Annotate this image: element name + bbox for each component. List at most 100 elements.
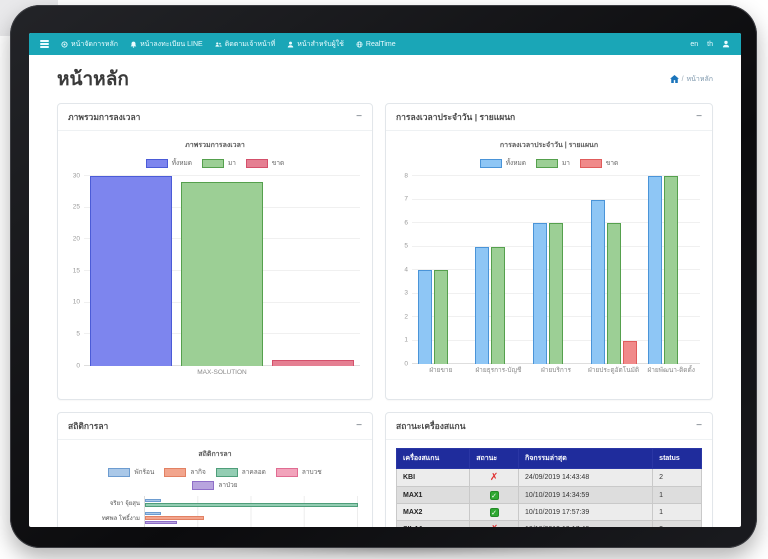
- legend-item: ทั้งหมด: [479, 158, 526, 168]
- bar-slot: [680, 176, 694, 364]
- bar-slot: [475, 176, 490, 364]
- table-body: KBI ✗ 24/09/2019 14:43:48 2 MAX1 ✓ 10/10/2019 …: [395, 468, 702, 527]
- scanner-name-cell: MAX1: [395, 486, 471, 504]
- row-bars: [145, 498, 358, 507]
- bar-มา: [433, 270, 448, 364]
- legend-label: ขาด: [605, 160, 619, 167]
- nav-item-label: RealTime: [365, 40, 396, 48]
- chart-title: ภาพรวมการลงเวลา: [185, 142, 245, 149]
- nav-item-label: หน้าสำหรับผู้ใช้: [297, 40, 344, 48]
- legend-label: มา: [561, 160, 570, 167]
- collapse-button[interactable]: −: [696, 111, 702, 122]
- y-axis-tick-label: 15: [72, 266, 80, 274]
- nav-item-user-page[interactable]: หน้าสำหรับผู้ใช้: [287, 39, 344, 50]
- legend-label: พักร้อน: [134, 469, 155, 476]
- bar-slot: [450, 176, 464, 364]
- scanner-status-cell: ✓: [469, 486, 519, 504]
- x-axis-label: ฝ่ายพัฒนา-ติดตั้ง: [647, 367, 695, 374]
- legend-item: มา: [201, 158, 236, 168]
- breadcrumb-separator: /: [681, 75, 684, 83]
- x-axis-labels: ฝ่ายขาย ฝ่ายธุรการ-บัญชี ฝ่ายบริการ ฝ่ายประ…: [412, 367, 700, 374]
- bar-slot: [89, 176, 173, 366]
- row-label: จริยา จุ้ยสุน: [109, 500, 140, 507]
- bar-slot: [507, 176, 521, 364]
- bar-slot: [271, 176, 355, 366]
- lang-th-button[interactable]: th: [707, 40, 713, 48]
- bar-ลาป่วย: [145, 520, 177, 524]
- y-axis-tick-label: 0: [404, 359, 408, 367]
- legend-item: ขาด: [579, 158, 619, 168]
- y-axis-tick-label: 3: [404, 289, 408, 297]
- legend-swatch: [275, 467, 298, 477]
- leave-statistics-chart: สถิติการลา พักร้อน ลากิจ ลาคลอด ลาบวช ลาป่วยจ…: [58, 449, 372, 527]
- table-row[interactable]: SILA1 ✗ 10/10/2019 19:17:402: [395, 520, 702, 527]
- row-bars: [145, 511, 358, 524]
- navbar-right: en th: [690, 40, 730, 48]
- table-row[interactable]: MAX1 ✓ 10/10/2019 14:34:59 1: [395, 486, 702, 504]
- home-icon[interactable]: [669, 75, 679, 83]
- lang-en-button[interactable]: en: [690, 40, 699, 48]
- y-axis-tick-label: 4: [404, 265, 408, 273]
- globe-icon: [356, 41, 363, 48]
- bar-ทั้งหมด: [590, 199, 605, 364]
- collapse-button[interactable]: −: [356, 420, 362, 431]
- nav-item-line-register[interactable]: หน้าลงทะเบียน LINE: [130, 39, 203, 50]
- bar-มา: [548, 223, 563, 364]
- bell-icon: [130, 41, 137, 48]
- scanner-status-cell: ✗: [469, 520, 519, 527]
- collapse-button[interactable]: −: [696, 420, 702, 431]
- chart-legend: ทั้งหมด มา ขาด: [84, 158, 346, 168]
- table-row[interactable]: KBI ✗ 24/09/2019 14:43:48 2: [395, 468, 702, 487]
- table-row[interactable]: MAX2 ✓ 10/10/2019 17:57:39 1: [395, 503, 702, 521]
- chart-plot-area: 0 1 2 3 4 5 6 7 8: [404, 172, 700, 366]
- legend-label: มา: [227, 160, 236, 167]
- legend-swatch: [108, 467, 131, 477]
- nav-item-label: ติดตามเจ้าหน้าที่: [224, 40, 276, 48]
- panel-header: ภาพรวมการลงเวลา −: [58, 104, 372, 131]
- chart-row: ทศพล โพธิ์งาม: [102, 509, 358, 527]
- legend-label: ทั้งหมด: [505, 160, 526, 167]
- nav-item-realtime[interactable]: RealTime: [356, 41, 396, 48]
- y-axis-tick-label: 0: [76, 361, 80, 369]
- column-header: กิจกรรมล่าสุด: [517, 448, 654, 469]
- panel-daily-by-department: การลงเวลาประจำวัน | รายแผนก − การลงเวลาป…: [385, 103, 713, 400]
- bar-ทั้งหมด: [417, 270, 432, 364]
- scanner-status-cell: ✗: [469, 468, 519, 487]
- breadcrumb-current[interactable]: หน้าหลัก: [686, 75, 713, 83]
- bar-group: [527, 176, 585, 364]
- profile-button[interactable]: [722, 40, 730, 48]
- legend-item: ลากิจ: [164, 467, 206, 477]
- collapse-button[interactable]: −: [356, 111, 362, 122]
- legend-swatch: [201, 158, 224, 168]
- hamburger-menu-icon[interactable]: [40, 40, 49, 48]
- bar-slot: [664, 176, 679, 364]
- legend-item: ลาบวช: [275, 467, 322, 477]
- y-axis-tick-label: 7: [404, 195, 408, 203]
- nav-item-label: หน้าจัดการหลัก: [71, 40, 119, 48]
- legend-swatch: [145, 158, 168, 168]
- legend-label: ลาป่วย: [218, 482, 238, 489]
- gridline: [412, 198, 700, 200]
- dashboard-icon: [61, 40, 68, 48]
- scanner-status-table: เครื่องสแกน สถานะ กิจกรรมล่าสุด status KBI ✗…: [395, 448, 702, 527]
- legend-label: ลากิจ: [190, 469, 206, 476]
- legend-item: ลาป่วย: [192, 480, 238, 490]
- bar-group: [642, 176, 700, 364]
- bar-มา: [664, 176, 679, 364]
- scanner-status-cell: ✓: [469, 503, 519, 521]
- chart-legend: ทั้งหมด มา ขาด: [412, 158, 686, 168]
- y-axis-tick-label: 8: [404, 171, 408, 179]
- bar-ขาด: [271, 359, 355, 366]
- bar-มา: [180, 182, 264, 366]
- scanner-name-cell: KBI: [395, 468, 471, 487]
- panel-scanner-status: สถานะเครื่องสแกน − เครื่องสแกน สถานะ กิจกร…: [385, 412, 713, 527]
- nav-item-track-staff[interactable]: ติดตามเจ้าหน้าที่: [215, 39, 276, 50]
- bar-slot: [590, 176, 605, 364]
- nav-item-manage[interactable]: หน้าจัดการหลัก: [61, 39, 118, 50]
- status-ok-icon: ✓: [489, 507, 499, 517]
- scanner-name-cell: SILA1: [395, 520, 471, 527]
- bar-slot: [622, 176, 637, 364]
- last-activity-cell: 10/10/2019 19:17:40: [517, 520, 654, 527]
- row-label: ทศพล โพธิ์งาม: [101, 515, 140, 522]
